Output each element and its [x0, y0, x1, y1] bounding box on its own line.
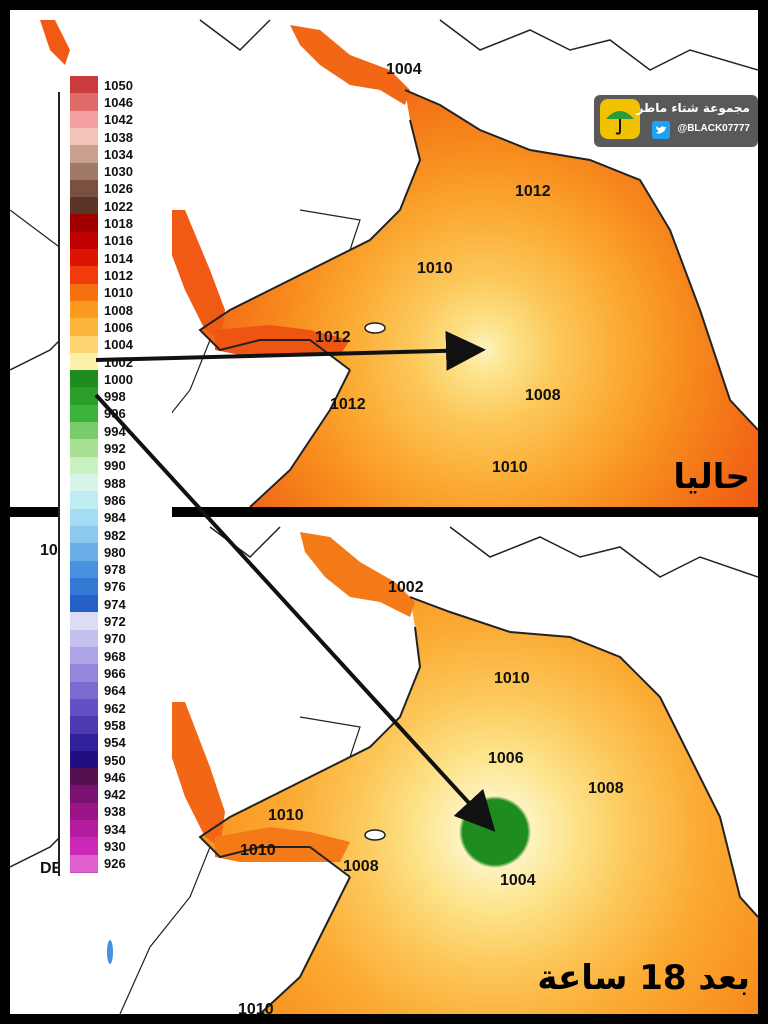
- isobar-label: 1010: [268, 807, 304, 824]
- legend-label: 966: [104, 666, 126, 681]
- legend-label: 978: [104, 562, 126, 578]
- legend-label: 1038: [104, 129, 133, 145]
- legend-label: 968: [104, 648, 126, 664]
- legend-label: 1030: [104, 164, 133, 180]
- legend-label: 998: [104, 389, 126, 405]
- legend-value-labels: 1050 1046 1042 1038 1034 1030 1026 1022 1018 1016…: [104, 76, 164, 872]
- isobar-label: 1010: [417, 260, 453, 277]
- arrow-forecast-low: [94, 393, 496, 832]
- legend-swatch: [70, 854, 98, 874]
- isobar-label: 1008: [343, 858, 379, 875]
- legend-label: 1018: [104, 216, 133, 232]
- legend-label: 958: [104, 717, 126, 733]
- legend-label: 962: [104, 700, 126, 716]
- isobar-label: 1012: [315, 329, 351, 346]
- legend-label: 994: [104, 423, 126, 439]
- isobar-label: 1008: [525, 387, 561, 404]
- isobar-label: 1010: [240, 842, 276, 859]
- isobar-label: 1012: [515, 183, 551, 200]
- watermark-title: مجموعة شتاء ماطر: [636, 101, 750, 115]
- legend-label: 986: [104, 492, 126, 508]
- legend-label: 1046: [104, 94, 133, 110]
- isobar-label: 1010: [492, 459, 528, 476]
- twitter-bird-icon: [652, 121, 670, 139]
- legend-label: 980: [104, 544, 126, 560]
- legend-label: 1014: [104, 250, 133, 266]
- legend-label: 990: [104, 458, 126, 474]
- legend-label: 926: [104, 856, 126, 872]
- legend-label: 1004: [104, 337, 133, 353]
- panel-caption-18h: بعد 18 ساعة: [537, 958, 750, 998]
- legend-label: 964: [104, 683, 126, 699]
- isobar-label: 10: [40, 542, 58, 559]
- legend-label: 1042: [104, 112, 133, 128]
- isobar-label: 1004: [386, 61, 422, 78]
- isobar-label: 1004: [500, 872, 536, 889]
- legend-label: 972: [104, 614, 126, 630]
- legend-label: 1050: [104, 77, 133, 93]
- arrow-current-low: [95, 330, 486, 371]
- legend-label: 1022: [104, 198, 133, 214]
- legend-label: 1000: [104, 371, 133, 387]
- legend-label: 1006: [104, 319, 133, 335]
- umbrella-logo-icon: [600, 99, 640, 139]
- watermark-handle: @BLACK07777: [677, 123, 750, 134]
- legend-color-bar: [70, 76, 98, 874]
- legend-label: 938: [104, 804, 126, 820]
- legend-label: 1008: [104, 302, 133, 318]
- legend-label: 1034: [104, 146, 133, 162]
- legend-label: 976: [104, 579, 126, 595]
- legend-label: 1010: [104, 285, 133, 301]
- isobar-label: DE: [40, 860, 63, 877]
- legend-label: 984: [104, 510, 126, 526]
- legend-label: 992: [104, 441, 126, 457]
- legend-label: 930: [104, 839, 126, 855]
- isobar-label: 1010: [238, 1001, 274, 1014]
- legend-label: 942: [104, 787, 126, 803]
- isobar-label: 1006: [488, 750, 524, 767]
- legend-label: 988: [104, 475, 126, 491]
- legend-label: 934: [104, 821, 126, 837]
- isobar-label: 1010: [494, 670, 530, 687]
- isobar-label: 1002: [388, 579, 424, 596]
- legend-label: 954: [104, 735, 126, 751]
- pressure-color-legend: 1050 1046 1042 1038 1034 1030 1026 1022 1018 1016…: [58, 76, 172, 876]
- legend-label: 1012: [104, 268, 133, 283]
- group-watermark: مجموعة شتاء ماطر @BLACK07777: [594, 95, 758, 147]
- legend-label: 974: [104, 596, 126, 612]
- legend-label: 982: [104, 527, 126, 543]
- legend-label: 1016: [104, 233, 133, 249]
- legend-label: 1026: [104, 181, 133, 197]
- panel-caption-now: حاليا: [673, 457, 750, 497]
- legend-label: 970: [104, 631, 126, 647]
- isobar-label: 1012: [330, 396, 366, 413]
- legend-label: 950: [104, 752, 126, 768]
- isobar-label: 1008: [588, 780, 624, 797]
- legend-label: 946: [104, 769, 126, 785]
